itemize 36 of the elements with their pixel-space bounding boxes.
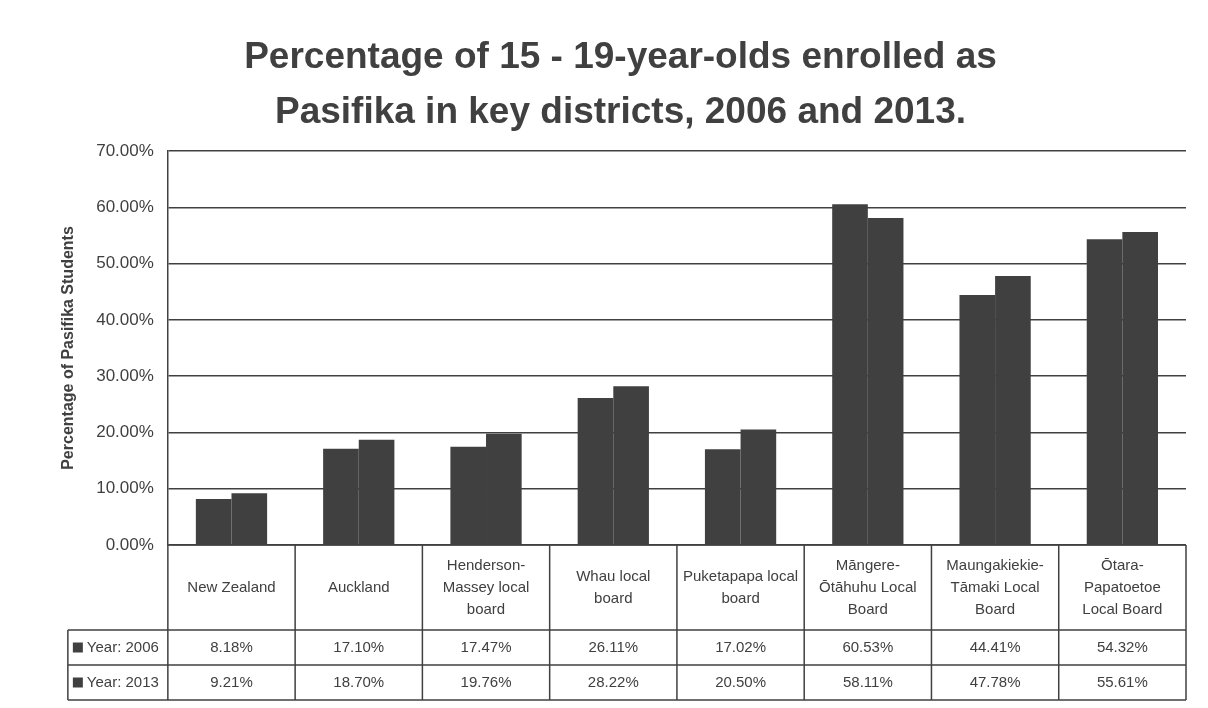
data-label: 20.50% bbox=[715, 672, 766, 690]
y-tick-label: 0.00% bbox=[105, 534, 154, 554]
chart-title: Percentage of 15 - 19-year-olds enrolled as Pasifika in key districts, 2006 and 2013. bbox=[244, 34, 997, 132]
data-label: 17.02% bbox=[715, 637, 766, 655]
data-label: 54.32% bbox=[1096, 637, 1148, 655]
data-label: 26.11% bbox=[588, 637, 639, 655]
y-tick-label: 40.00% bbox=[96, 309, 154, 329]
data-label: 17.10% bbox=[333, 637, 385, 655]
data-label: 47.78% bbox=[969, 672, 1021, 690]
x-tick-label: Auckland bbox=[327, 577, 390, 595]
data-label: 55.61% bbox=[1096, 672, 1148, 690]
x-tick-label: Māngere-Ōtāhuhu Local Board bbox=[819, 555, 917, 617]
x-tick-label: Whau local board bbox=[576, 566, 651, 606]
legend-label: Year: 2006 bbox=[86, 637, 159, 655]
data-label: 44.41% bbox=[969, 637, 1021, 655]
y-tick-label: 60.00% bbox=[96, 196, 154, 216]
data-label: 18.70% bbox=[333, 672, 385, 690]
x-tick-label: Ōtara-Papatoetoe Local Board bbox=[1082, 555, 1163, 617]
y-axis-title: Percentage of Pasifika Students bbox=[59, 226, 77, 470]
data-label: 19.76% bbox=[460, 672, 512, 690]
y-tick-label: 50.00% bbox=[96, 253, 154, 273]
y-tick-label: 10.00% bbox=[96, 478, 154, 498]
x-tick-label: Henderson-Massey local board bbox=[442, 555, 530, 617]
x-tick-label: Puketapapa local board bbox=[683, 566, 799, 606]
data-label: 8.18% bbox=[210, 637, 253, 655]
data-label: 60.53% bbox=[842, 637, 894, 655]
y-tick-label: 30.00% bbox=[96, 365, 154, 385]
x-tick-label: New Zealand bbox=[187, 577, 276, 595]
data-label: 28.22% bbox=[587, 672, 639, 690]
data-label: 17.47% bbox=[460, 637, 512, 655]
y-tick-label: 20.00% bbox=[96, 422, 154, 442]
data-label: 9.21% bbox=[210, 672, 253, 690]
x-tick-label: Maungakiekie-Tāmaki Local Board bbox=[946, 555, 1044, 617]
data-label: 58.11% bbox=[842, 672, 893, 690]
legend-label: Year: 2013 bbox=[86, 672, 159, 690]
y-tick-label: 70.00% bbox=[96, 140, 154, 160]
